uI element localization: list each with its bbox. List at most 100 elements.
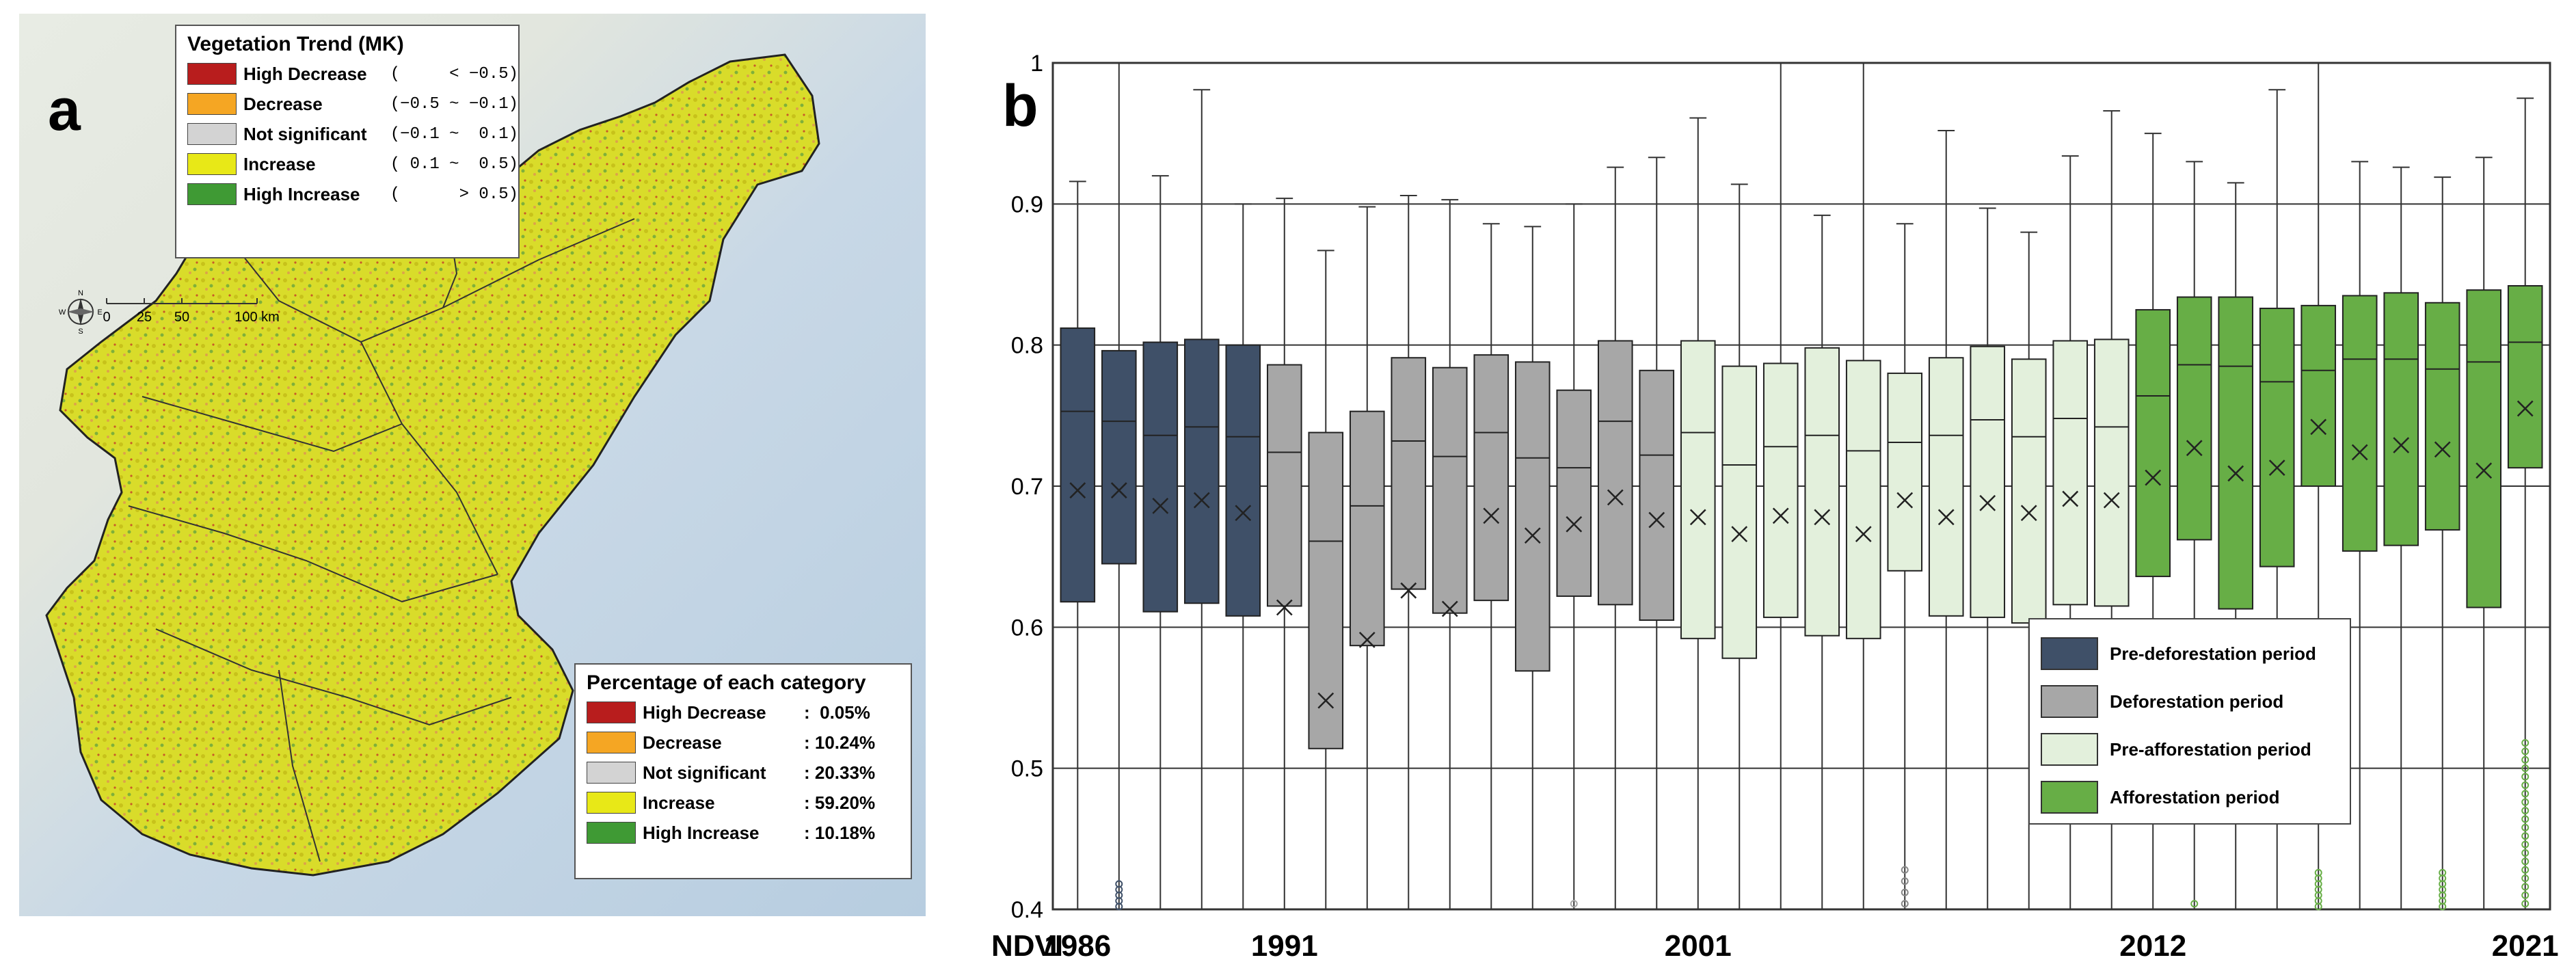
scale-tick-label: 50 [174,310,189,325]
box [1308,431,1344,749]
box [1266,364,1302,607]
box [1970,345,2006,618]
compass-letter: N [78,289,83,297]
percentage-legend-label: High Increase [643,822,760,843]
mean-marker [2062,490,2079,507]
mean-marker [1235,505,1252,522]
mean-marker [1566,516,1583,533]
box [2466,289,2502,609]
box [2383,292,2419,546]
chart-legend-swatch [2041,637,2098,670]
box [2135,309,2171,578]
panel-label-b: b [1002,73,1038,139]
chart-legend-label: Afforestation period [2110,787,2279,807]
box [1680,340,1716,639]
trend-legend-swatch [187,183,237,205]
compass-letter: S [78,328,83,335]
mean-marker [2393,437,2410,454]
plot-frame [1051,62,2551,911]
mean-marker [2020,505,2037,522]
percentage-legend-value: : 20.33% [804,762,876,783]
percentage-legend-swatch [587,762,636,784]
outlier-point [2521,756,2530,764]
mean-marker [1648,511,1665,529]
x-tick-label: 2012 [2119,929,2186,963]
province-boundaries [128,184,635,862]
mean-marker [1855,526,1872,543]
percentage-legend-title: Percentage of each category [587,671,866,694]
trend-legend-row: High Increase ( > 0.5) [176,179,518,209]
trend-legend: Vegetation Trend (MK) High Decrease ( < −… [175,25,520,258]
outlier-point [2521,840,2530,849]
mean-marker [2476,462,2493,479]
mean-marker [1689,509,1706,526]
outlier-point [2521,849,2530,857]
outlier-point [2521,823,2530,831]
box [2218,296,2254,610]
mean-marker [1979,494,1996,511]
percentage-legend-row: High Increase: 10.18% [576,818,911,848]
trend-legend-row: High Decrease ( < −0.5) [176,59,518,89]
x-tick-label: 1986 [1044,929,1111,963]
box [1762,362,1799,618]
mean-marker [1814,509,1831,526]
box [1845,360,1881,639]
trend-legend-row: Decrease (−0.5 ~ −0.1) [176,89,518,119]
y-tick-label: 0.9 [1011,191,1043,217]
box [1804,347,1840,637]
trend-legend-value: (−0.1 ~ 0.1) [390,124,518,144]
percentage-legend-row: High Decrease: 0.05% [576,697,911,727]
box [1101,349,1137,565]
trend-legend-value: (−0.5 ~ −0.1) [390,94,518,113]
box [1928,357,1964,617]
trend-legend-swatch [187,123,237,145]
box [2011,358,2047,624]
percentage-legend-swatch [587,792,636,814]
scale-bar: N E S W 0 25 50 100 km [59,287,284,336]
box [1142,341,1179,613]
box [1432,366,1468,614]
outlier-point [2521,832,2530,840]
outlier-point [2314,868,2322,877]
box [1473,354,1510,602]
outlier-point [2521,747,2530,756]
outlier-point [2521,739,2530,747]
percentage-legend-value: : 0.05% [804,702,870,723]
box [2507,285,2543,469]
chart-legend-label: Deforestation period [2110,691,2283,712]
mean-marker [1731,526,1748,543]
trend-legend-value: ( 0.1 ~ 0.5) [390,155,518,174]
trend-legend-row: Increase ( 0.1 ~ 0.5) [176,149,518,179]
box [1721,365,1758,659]
percentage-legend-swatch [587,822,636,844]
box [2300,304,2337,487]
mean-marker [1524,527,1541,544]
box [2176,296,2212,541]
scale-ruler: 0 25 50 100 km [103,298,280,325]
outlier-point [2521,798,2530,806]
trend-legend-label: High Increase [243,183,360,204]
outlier-point [2521,857,2530,866]
outlier-point [2521,764,2530,773]
chart-legend-swatch [2041,733,2098,766]
outlier-point [1115,880,1123,888]
mean-marker [1607,489,1624,506]
percentage-legend-value: : 59.20% [804,792,876,813]
mean-marker [2517,400,2534,417]
box [1639,369,1675,622]
percentage-legend-row: Decrease: 10.24% [576,727,911,758]
percentage-legend-swatch [587,702,636,723]
chart-legend-label: Pre-afforestation period [2110,739,2311,760]
percentage-legend-label: Decrease [643,732,722,753]
mean-marker [2145,469,2162,486]
outlier-point [2521,815,2530,823]
y-tick-label: 0.7 [1011,474,1043,500]
outlier-point [2439,868,2447,877]
panel-label-a: a [48,77,81,143]
trend-legend-swatch [187,93,237,115]
trend-legend-row: Not significant (−0.1 ~ 0.1) [176,119,518,149]
box [1597,340,1633,606]
outlier-point [2521,790,2530,798]
trend-legend-title: Vegetation Trend (MK) [187,33,404,55]
outlier-point [2521,866,2530,874]
